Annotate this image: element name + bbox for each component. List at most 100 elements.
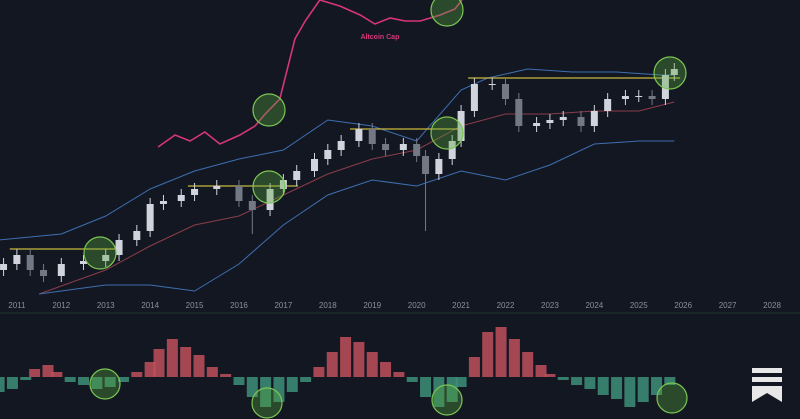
histogram-bar xyxy=(220,374,232,377)
candle-body xyxy=(324,150,332,159)
histogram-bar xyxy=(273,377,285,402)
logo xyxy=(752,368,782,402)
candle-body xyxy=(213,186,221,189)
candle-body xyxy=(577,117,585,126)
histogram-bar xyxy=(131,372,143,377)
histogram-bar xyxy=(482,332,494,377)
histogram-bar xyxy=(64,377,76,382)
x-tick-label: 2017 xyxy=(274,301,292,310)
x-tick-label: 2014 xyxy=(141,301,159,310)
candle-body xyxy=(248,201,256,210)
highlight-circle xyxy=(252,170,286,204)
histogram-bar xyxy=(117,377,129,382)
histogram-bar xyxy=(557,377,569,380)
histogram-bar xyxy=(624,377,636,407)
marks: 2011 2012 2013 2014 2015 2016 2017 2018 2019 2020… xyxy=(0,0,781,407)
x-tick-label: 2026 xyxy=(674,301,692,310)
x-tick-label: 2015 xyxy=(186,301,204,310)
candle-body xyxy=(191,189,199,195)
candle-body xyxy=(310,159,318,171)
x-tick-label: 2028 xyxy=(763,301,781,310)
candle-body xyxy=(559,117,567,120)
candle-body xyxy=(635,96,643,97)
x-tick-label: 2025 xyxy=(630,301,648,310)
histogram-bar xyxy=(522,352,534,377)
candle-body xyxy=(177,195,185,201)
histogram-bar xyxy=(144,362,156,377)
histogram-bar xyxy=(637,377,649,402)
candle-body xyxy=(115,240,123,255)
histogram-bar xyxy=(433,377,445,407)
candle-body xyxy=(235,186,243,201)
highlight-circle xyxy=(656,382,688,414)
x-tick-label: 2021 xyxy=(452,301,470,310)
histogram-bar xyxy=(153,349,165,377)
highlight-circle xyxy=(251,387,283,419)
candle-body xyxy=(0,264,8,270)
histogram-bar xyxy=(104,377,116,387)
altcoin-line xyxy=(157,0,463,148)
candle-body xyxy=(661,75,669,99)
histogram-bar xyxy=(535,365,547,377)
histogram-bar xyxy=(468,357,480,377)
histogram-bar xyxy=(91,377,103,389)
series-label: Altcoin Cap xyxy=(360,34,399,41)
candle-body xyxy=(413,144,421,156)
x-tick-label: 2016 xyxy=(230,301,248,310)
histogram-bar xyxy=(495,327,507,377)
histogram-bar xyxy=(353,342,365,377)
histogram-bar xyxy=(206,367,218,377)
histogram-bar xyxy=(0,377,5,392)
band-line xyxy=(38,101,675,295)
histogram-bar xyxy=(193,355,205,377)
candle-body xyxy=(399,144,407,150)
candle-body xyxy=(488,84,496,85)
x-tick-label: 2013 xyxy=(97,301,115,310)
histogram-bar xyxy=(233,377,245,385)
x-tick-label: 2024 xyxy=(585,301,603,310)
x-tick-label: 2027 xyxy=(719,301,737,310)
histogram-bar xyxy=(380,362,392,377)
logo-bar xyxy=(752,377,782,382)
candle-body xyxy=(621,96,629,99)
candle-body xyxy=(435,159,443,174)
candle-body xyxy=(13,255,21,264)
highlights xyxy=(83,0,688,419)
band-line xyxy=(39,140,675,295)
histogram-bar xyxy=(455,377,467,387)
candle-body xyxy=(501,84,509,99)
highlight-circle xyxy=(430,0,464,27)
candle-body xyxy=(590,111,598,126)
candle-body xyxy=(293,171,301,180)
histogram-bar xyxy=(180,347,192,377)
candle-body xyxy=(604,99,612,111)
candle-body xyxy=(515,99,523,126)
histogram-bar xyxy=(260,377,272,407)
candle-body xyxy=(448,141,456,159)
highlight-circle xyxy=(653,56,687,90)
candle-body xyxy=(80,261,88,264)
candle-body xyxy=(57,264,65,276)
highlight-circle xyxy=(89,368,121,400)
histogram-bar xyxy=(6,377,18,389)
histogram-bar xyxy=(166,339,178,377)
histogram-bar xyxy=(42,365,54,377)
histogram-bar xyxy=(584,377,596,389)
x-tick-label: 2019 xyxy=(363,301,381,310)
candle-body xyxy=(470,84,478,111)
histogram-bar xyxy=(393,372,405,377)
candle-body xyxy=(26,255,34,270)
highlight-circle xyxy=(430,116,464,150)
candle-body xyxy=(648,96,656,99)
candle-body xyxy=(133,231,141,240)
x-tick-label: 2020 xyxy=(408,301,426,310)
histogram-bar xyxy=(313,367,325,377)
highlight-circle xyxy=(252,93,286,127)
histogram-bar xyxy=(51,372,63,377)
candle-body xyxy=(337,141,345,150)
candle-body xyxy=(279,180,287,189)
candle-body xyxy=(422,156,430,174)
candle-body xyxy=(546,120,554,123)
logo-bar xyxy=(752,368,782,373)
